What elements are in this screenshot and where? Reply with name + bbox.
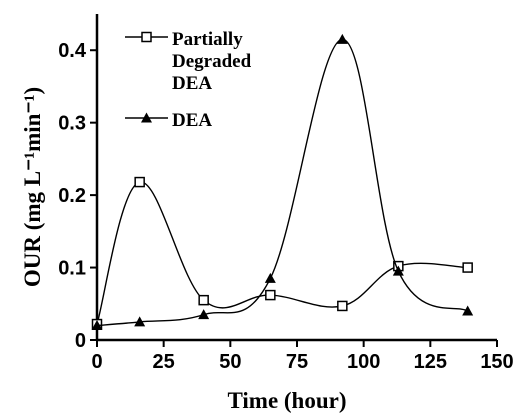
x-axis-title: Time (hour) [227, 388, 346, 413]
series-1 [91, 33, 474, 331]
x-tick-label-0: 0 [91, 351, 102, 373]
series-group [91, 33, 474, 331]
legend-marker-1 [141, 112, 152, 123]
series-0 [91, 176, 473, 330]
y-tick-label-0: 0 [75, 330, 86, 352]
series-1-point-2 [198, 309, 210, 320]
y-tick-label-3: 0.3 [58, 113, 86, 135]
legend-label-0: Partially Degraded DEA [172, 29, 252, 94]
legend-label-0-line-0: Partially [172, 29, 243, 50]
series-line-1 [96, 38, 469, 327]
y-tick-label-4: 0.4 [58, 40, 87, 62]
axes [95, 14, 497, 342]
series-line-0 [96, 181, 468, 325]
x-tick-label-1: 25 [153, 351, 175, 373]
legend-label-0-line-1: Degraded [172, 51, 252, 72]
series-1-point-6 [462, 305, 474, 316]
y-tick-label-2: 0.2 [58, 185, 86, 207]
legend-marker-0 [141, 31, 152, 43]
ticks: 0 25 50 75 100 125 150 0 0.1 0.2 0.3 0.4 [58, 40, 514, 373]
x-tick-label-3: 75 [286, 351, 308, 373]
series-0-point-4 [337, 300, 348, 312]
series-0-point-2 [198, 294, 209, 306]
y-tick-label-1: 0.1 [58, 258, 86, 280]
x-tick-label-4: 100 [347, 351, 380, 373]
series-1-point-1 [134, 316, 146, 327]
series-1-point-4 [336, 33, 348, 44]
legend-label-1: DEA [172, 110, 212, 131]
x-tick-label-6: 150 [480, 351, 513, 373]
series-0-point-1 [134, 176, 145, 188]
series-1-point-0 [91, 320, 103, 331]
x-tick-label-2: 50 [219, 351, 241, 373]
legend-label-0-line-2: DEA [172, 73, 212, 94]
legend-label-1-line-0: DEA [172, 110, 212, 131]
series-0-point-6 [462, 262, 473, 273]
x-tick-label-5: 125 [414, 351, 447, 373]
series-1-point-3 [264, 272, 276, 283]
series-1-point-5 [392, 265, 404, 276]
series-0-point-3 [265, 289, 276, 301]
y-axis-title: OUR (mg L⁻¹min⁻¹) [20, 87, 45, 287]
